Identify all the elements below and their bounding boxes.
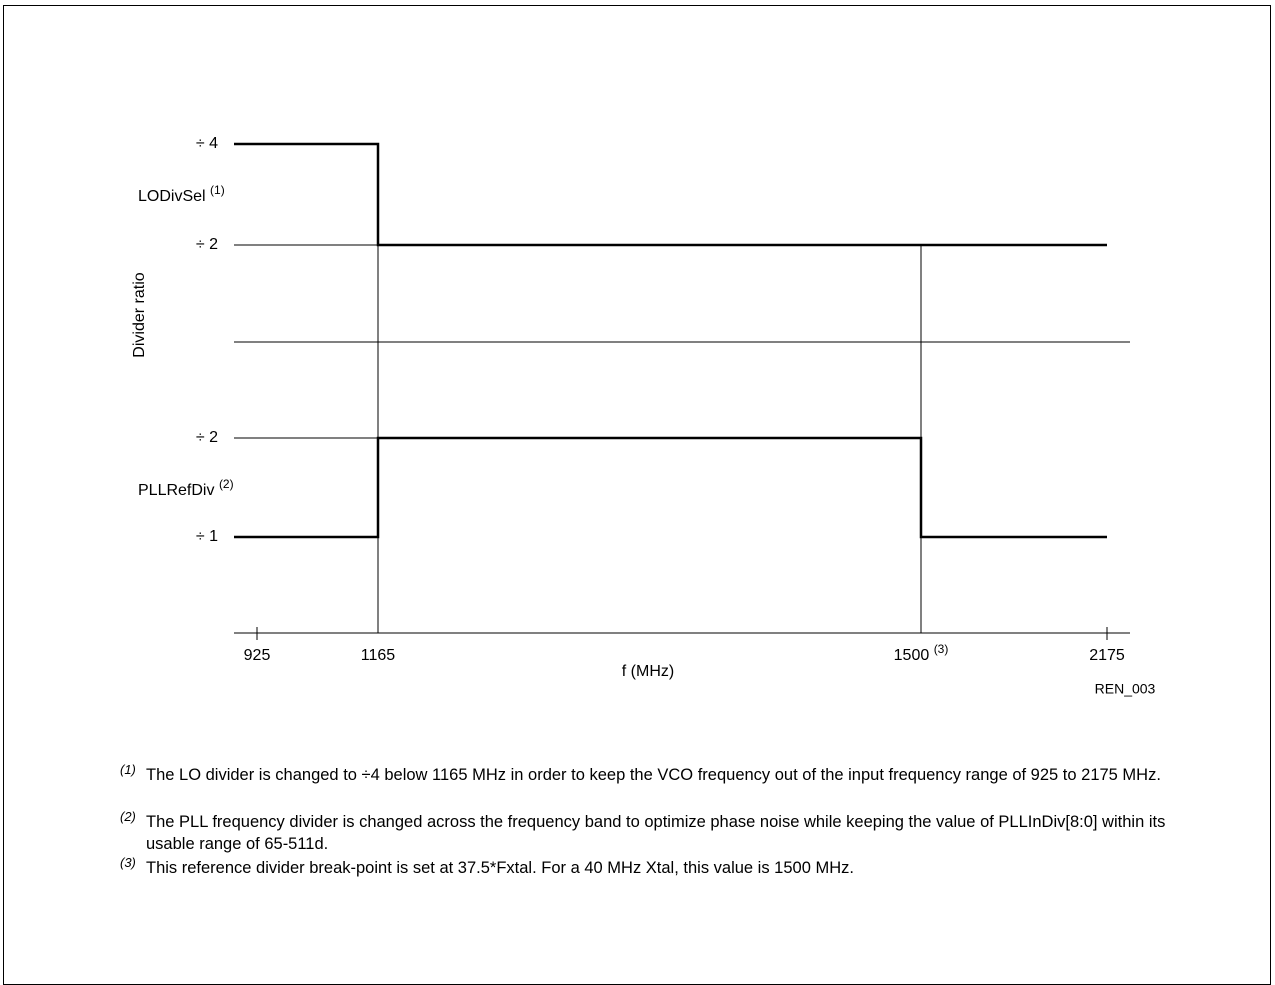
- footnote: (2) The PLL frequency divider is changed …: [120, 809, 1210, 855]
- x-tick-label: 925: [244, 647, 271, 664]
- footnote-text: This reference divider break-point is se…: [146, 859, 854, 877]
- lodivsel-step: [234, 142, 1107, 247]
- tick-text: 1500: [894, 647, 930, 664]
- pllrefdiv-step: [234, 436, 1107, 539]
- x-tick-label: 2175: [1089, 647, 1125, 664]
- level-label: ÷ 4: [196, 135, 218, 152]
- footnote-marker: (3): [120, 855, 136, 870]
- thin-lines: [234, 244, 1130, 640]
- footnote-text: The LO divider is changed to ÷4 below 11…: [146, 766, 1161, 784]
- level-label: ÷ 1: [196, 528, 218, 545]
- footnote-marker: (2): [120, 809, 136, 824]
- y-axis-label: Divider ratio: [131, 272, 148, 357]
- panel-note: (2): [219, 477, 234, 491]
- footnote: (3) This reference divider break-point is…: [120, 855, 1210, 879]
- diagram: ÷ 4 ÷ 2 ÷ 2 ÷ 1 LODivSel (1) PLLRefDiv (…: [131, 135, 1156, 697]
- figure-code: REN_003: [1095, 681, 1156, 697]
- panel-name: LODivSel: [138, 188, 206, 205]
- panel-label: LODivSel (1): [138, 183, 225, 205]
- panel-label: PLLRefDiv (2): [138, 477, 234, 499]
- tick-note: (3): [934, 642, 949, 656]
- panel-name: PLLRefDiv: [138, 482, 214, 499]
- level-label: ÷ 2: [196, 236, 218, 253]
- level-label: ÷ 2: [196, 429, 218, 446]
- footnote-text: The PLL frequency divider is changed acr…: [146, 813, 1166, 853]
- footnote: (1) The LO divider is changed to ÷4 below…: [120, 762, 1210, 786]
- x-tick-label: 1500 (3): [894, 642, 949, 664]
- footnote-marker: (1): [120, 762, 136, 777]
- panel-note: (1): [210, 183, 225, 197]
- x-axis-label: f (MHz): [622, 663, 674, 680]
- x-tick-label: 1165: [361, 647, 396, 664]
